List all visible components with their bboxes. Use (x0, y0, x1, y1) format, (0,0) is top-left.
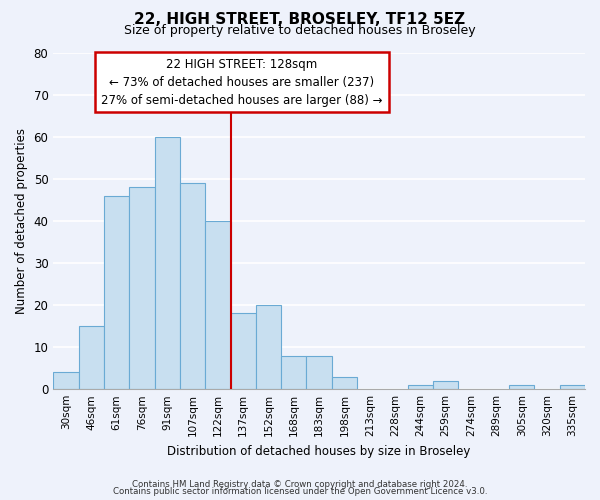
Text: 22 HIGH STREET: 128sqm
← 73% of detached houses are smaller (237)
27% of semi-de: 22 HIGH STREET: 128sqm ← 73% of detached… (101, 58, 383, 106)
Bar (560, 385, 585, 389)
Bar (104, 196, 129, 389)
Bar (230, 314, 256, 389)
Bar (53, 372, 79, 389)
Bar (509, 385, 535, 389)
X-axis label: Distribution of detached houses by size in Broseley: Distribution of detached houses by size … (167, 444, 471, 458)
Bar (281, 356, 307, 389)
Bar (155, 136, 180, 389)
Bar (408, 385, 433, 389)
Text: Size of property relative to detached houses in Broseley: Size of property relative to detached ho… (124, 24, 476, 37)
Bar (129, 187, 155, 389)
Bar (332, 376, 357, 389)
Text: Contains public sector information licensed under the Open Government Licence v3: Contains public sector information licen… (113, 488, 487, 496)
Bar (180, 183, 205, 389)
Bar (256, 305, 281, 389)
Text: 22, HIGH STREET, BROSELEY, TF12 5EZ: 22, HIGH STREET, BROSELEY, TF12 5EZ (134, 12, 466, 28)
Bar (205, 221, 230, 389)
Bar (79, 326, 104, 389)
Bar (433, 381, 458, 389)
Bar (307, 356, 332, 389)
Text: Contains HM Land Registry data © Crown copyright and database right 2024.: Contains HM Land Registry data © Crown c… (132, 480, 468, 489)
Y-axis label: Number of detached properties: Number of detached properties (15, 128, 28, 314)
